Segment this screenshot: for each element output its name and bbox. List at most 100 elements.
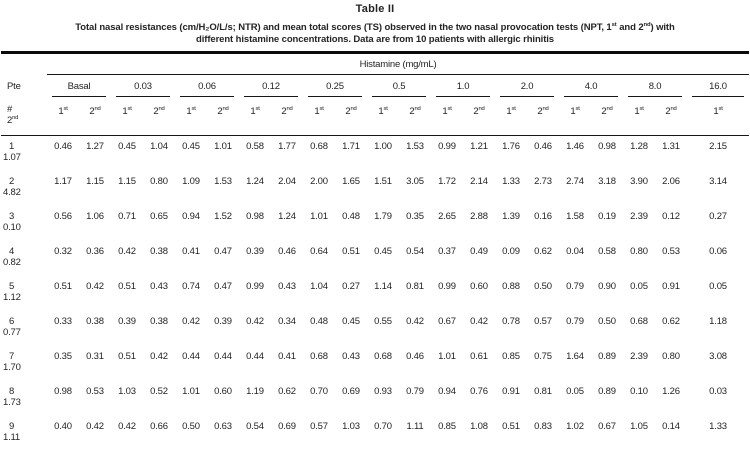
resistance-value-cell: 0.69 — [278, 420, 296, 432]
patient-ts-value: 0.10 — [3, 221, 21, 233]
resistance-value-cell: 0.48 — [310, 315, 328, 327]
resistance-value-cell: 0.74 — [182, 280, 200, 292]
resistance-value-cell: 0.34 — [278, 315, 296, 327]
patient-ts-value: 1.70 — [3, 361, 21, 373]
resistance-value-cell: 1.18 — [709, 315, 727, 327]
resistance-value-cell: 1.58 — [566, 210, 584, 222]
resistance-value-cell: 0.06 — [709, 245, 727, 257]
resistance-value-cell: 3.05 — [406, 175, 424, 187]
resistance-value-cell: 0.45 — [118, 141, 136, 152]
resistance-value-cell: 0.90 — [598, 280, 616, 292]
patient-id-cell: 4 0.82 — [1, 241, 47, 276]
resistance-value-cell: 0.38 — [150, 245, 168, 257]
resistance-value-cell: 1.53 — [406, 141, 424, 152]
resistance-value-cell: 1.01 — [438, 350, 456, 362]
resistance-value-cell: 0.51 — [118, 280, 136, 292]
resistance-value-cell: 1.27 — [86, 141, 104, 152]
resistance-value-cell: 1.24 — [246, 175, 264, 187]
resistance-value-cell: 0.42 — [86, 420, 104, 432]
resistance-value-cell: 0.91 — [662, 280, 680, 292]
subcolumn-header-2.0-1st: 1st — [495, 99, 527, 136]
resistance-value-cell: 0.91 — [502, 385, 520, 397]
resistance-value-cell: 0.42 — [118, 420, 136, 432]
resistance-value-cell: 0.40 — [54, 420, 72, 432]
resistance-value-cell: 0.50 — [534, 280, 552, 292]
resistance-value-cell: 0.70 — [310, 385, 328, 397]
resistance-value-cell: 0.54 — [406, 245, 424, 257]
resistance-value-cell: 1.46 — [566, 141, 584, 152]
patient-id-cell: 8 1.73 — [1, 381, 47, 416]
resistance-value-cell: 1.15 — [86, 175, 104, 187]
resistance-value-cell: 0.65 — [150, 210, 168, 222]
resistance-value-cell: 1.51 — [374, 175, 392, 187]
resistance-value-cell: 2.00 — [310, 175, 328, 187]
resistance-value-cell: 0.99 — [438, 280, 456, 292]
resistance-value-cell: 0.52 — [150, 385, 168, 397]
resistance-value-cell: 0.36 — [86, 245, 104, 257]
resistance-value-cell: 2.39 — [630, 210, 648, 222]
resistance-value-cell: 0.68 — [310, 141, 328, 152]
subcolumn-header-1.0-2nd: 2nd — [463, 99, 495, 136]
resistance-value-cell: 0.98 — [54, 385, 72, 397]
group-header-0.5: 0.5 — [367, 75, 431, 100]
resistance-value-cell: 0.50 — [182, 420, 200, 432]
resistance-value-cell: 0.42 — [182, 315, 200, 327]
resistance-value-cell: 2.39 — [630, 350, 648, 362]
resistance-value-cell: 0.53 — [86, 385, 104, 397]
subcolumn-header-0.5-1st: 1st — [367, 99, 399, 136]
resistance-value-cell: 1.76 — [502, 141, 520, 152]
resistance-value-cell: 1.00 — [374, 141, 392, 152]
resistance-value-cell: 1.33 — [502, 175, 520, 187]
resistance-value-cell: 0.37 — [438, 245, 456, 257]
resistance-value-cell: 0.69 — [342, 385, 360, 397]
resistance-value-cell: 0.67 — [438, 315, 456, 327]
resistance-value-cell: 0.94 — [438, 385, 456, 397]
resistance-value-cell: 0.05 — [709, 280, 727, 292]
resistance-value-cell: 1.24 — [278, 210, 296, 222]
subcolumn-header-4.0-1st: 1st — [559, 99, 591, 136]
subcolumn-header-basal-2nd: 2nd — [79, 99, 111, 136]
resistance-value-cell: 0.31 — [86, 350, 104, 362]
resistance-value-cell: 0.89 — [598, 385, 616, 397]
resistance-value-cell: 0.42 — [406, 315, 424, 327]
subcolumn-header-0.03-1st: 1st — [111, 99, 143, 136]
resistance-value-cell: 3.08 — [709, 350, 727, 362]
resistance-value-cell: 0.60 — [470, 280, 488, 292]
resistance-value-cell: 0.50 — [598, 315, 616, 327]
group-header-0.25: 0.25 — [303, 75, 367, 100]
subcolumn-header-1.0-1st: 1st — [431, 99, 463, 136]
resistance-value-cell: 0.98 — [246, 210, 264, 222]
resistance-value-cell: 0.80 — [662, 350, 680, 362]
resistance-value-cell: 0.35 — [54, 350, 72, 362]
resistance-value-cell: 0.67 — [598, 420, 616, 432]
resistance-value-cell: 0.62 — [278, 385, 296, 397]
patient-id-cell: 6 0.77 — [1, 311, 47, 346]
resistance-value-cell: 0.03 — [709, 385, 727, 397]
resistance-value-cell: 0.85 — [438, 420, 456, 432]
resistance-value-cell: 0.83 — [534, 420, 552, 432]
resistance-value-cell: 0.46 — [534, 141, 552, 152]
resistance-value-cell: 0.43 — [150, 280, 168, 292]
resistance-value-cell: 0.80 — [150, 175, 168, 187]
resistance-value-cell: 0.88 — [502, 280, 520, 292]
stub-header-number: #2nd — [1, 99, 47, 136]
histamine-spanner: Histamine (mg/mL) — [47, 54, 750, 75]
resistance-value-cell: 0.57 — [534, 315, 552, 327]
resistance-value-cell: 0.79 — [566, 315, 584, 327]
subcolumn-header-0.06-1st: 1st — [175, 99, 207, 136]
resistance-value-cell: 0.94 — [182, 210, 200, 222]
table-head: Histamine (mg/mL) Pte Basal 0.03 0.06 0.12 0.2… — [1, 54, 750, 136]
resistance-value-cell: 1.04 — [150, 141, 168, 152]
resistance-value-cell: 0.63 — [214, 420, 232, 432]
patient-number: 7 — [9, 350, 15, 362]
resistance-value-cell: 0.66 — [150, 420, 168, 432]
resistance-value-cell: 0.35 — [406, 210, 424, 222]
group-header-16.0: 16.0 — [687, 75, 749, 100]
patient-ts-value: 0.82 — [3, 256, 21, 268]
resistance-value-cell: 0.68 — [310, 350, 328, 362]
resistance-value-cell: 1.03 — [342, 420, 360, 432]
resistance-value-cell: 0.12 — [662, 210, 680, 222]
resistance-value-cell: 2.65 — [438, 210, 456, 222]
table-title: Table II — [355, 3, 395, 15]
resistance-value-cell: 3.90 — [630, 175, 648, 187]
